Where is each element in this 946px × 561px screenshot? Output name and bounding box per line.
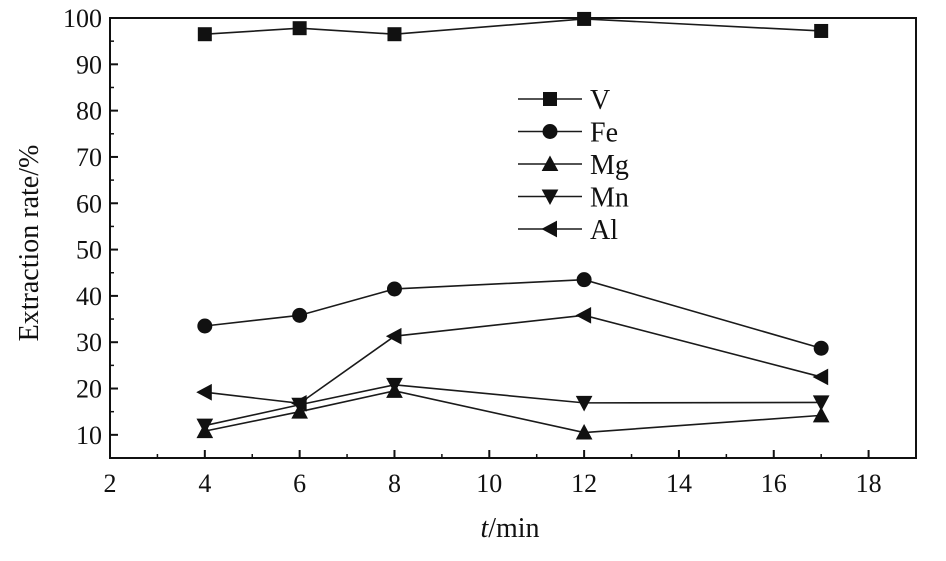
data-point-v xyxy=(814,23,829,38)
legend-label-mg: Mg xyxy=(590,150,629,181)
data-point-al xyxy=(385,327,402,345)
legend-marker-mg xyxy=(541,155,559,171)
y-tick-label: 100 xyxy=(63,4,102,33)
legend-item-mg: Mg xyxy=(518,150,629,181)
x-tick-label: 16 xyxy=(761,469,787,498)
data-point-fe xyxy=(292,307,308,323)
x-tick-label: 8 xyxy=(388,469,401,498)
legend-item-al: Al xyxy=(518,215,618,246)
x-tick-label: 18 xyxy=(856,469,882,498)
legend-label-fe: Fe xyxy=(590,118,618,149)
x-axis-title-var: t xyxy=(480,513,489,544)
y-tick-label: 10 xyxy=(76,421,102,450)
legend-marker-mn xyxy=(541,189,559,206)
legend-label-al: Al xyxy=(590,215,618,246)
x-axis-title: t/min xyxy=(480,513,539,544)
y-tick-label: 70 xyxy=(76,143,102,172)
x-tick-label: 14 xyxy=(666,469,692,498)
data-point-v xyxy=(387,27,402,42)
legend-marker-fe xyxy=(542,124,558,139)
data-point-al xyxy=(196,383,212,401)
y-tick-label: 20 xyxy=(76,375,102,404)
data-point-al xyxy=(575,307,592,324)
y-tick-label: 90 xyxy=(76,50,102,79)
series-mg xyxy=(196,382,830,440)
y-tick-label: 60 xyxy=(76,189,102,218)
x-tick-label: 10 xyxy=(476,469,502,498)
legend-item-v: V xyxy=(518,85,610,116)
series-al xyxy=(196,307,829,412)
data-point-fe xyxy=(576,272,592,288)
data-point-v xyxy=(577,11,592,26)
series-layer xyxy=(196,11,830,440)
x-tick-label: 6 xyxy=(293,469,306,498)
data-point-al xyxy=(812,368,829,386)
series-fe xyxy=(197,272,829,356)
x-tick-label: 12 xyxy=(571,469,597,498)
y-tick-label: 40 xyxy=(76,282,102,311)
data-point-mn xyxy=(196,418,214,435)
legend-marker-al xyxy=(541,220,557,238)
data-point-fe xyxy=(813,340,829,356)
legend-label-v: V xyxy=(590,85,610,116)
data-point-mg xyxy=(575,423,593,440)
data-point-fe xyxy=(386,281,402,297)
legend-label-mn: Mn xyxy=(590,183,629,214)
data-point-fe xyxy=(197,318,213,334)
axes xyxy=(109,17,917,459)
data-point-mn xyxy=(812,395,830,411)
y-tick-label: 30 xyxy=(76,328,102,357)
x-tick-label: 4 xyxy=(198,469,211,498)
series-mn xyxy=(196,377,830,435)
y-tick-label: 50 xyxy=(76,236,102,265)
data-point-v xyxy=(292,21,307,36)
series-line-al xyxy=(204,314,822,405)
data-point-mn xyxy=(386,377,403,394)
x-axis-title-unit: /min xyxy=(488,513,539,544)
data-point-mg xyxy=(812,406,830,423)
y-axis-title: Extraction rate/% xyxy=(14,145,45,342)
legend-item-mn: Mn xyxy=(518,183,629,214)
x-tick-label: 2 xyxy=(104,469,117,498)
plot-frame xyxy=(109,17,917,459)
y-tick-label: 80 xyxy=(76,97,102,126)
data-point-al xyxy=(291,395,307,412)
legend-item-fe: Fe xyxy=(518,118,618,149)
data-point-mn xyxy=(575,395,593,412)
series-v xyxy=(197,11,829,42)
data-point-v xyxy=(197,27,212,42)
ticks: 2 4 6 8 10 12 14 16 18 10 20 30 40 50 60 70 80 90 100 xyxy=(63,4,882,498)
legend-marker-v xyxy=(543,92,557,106)
